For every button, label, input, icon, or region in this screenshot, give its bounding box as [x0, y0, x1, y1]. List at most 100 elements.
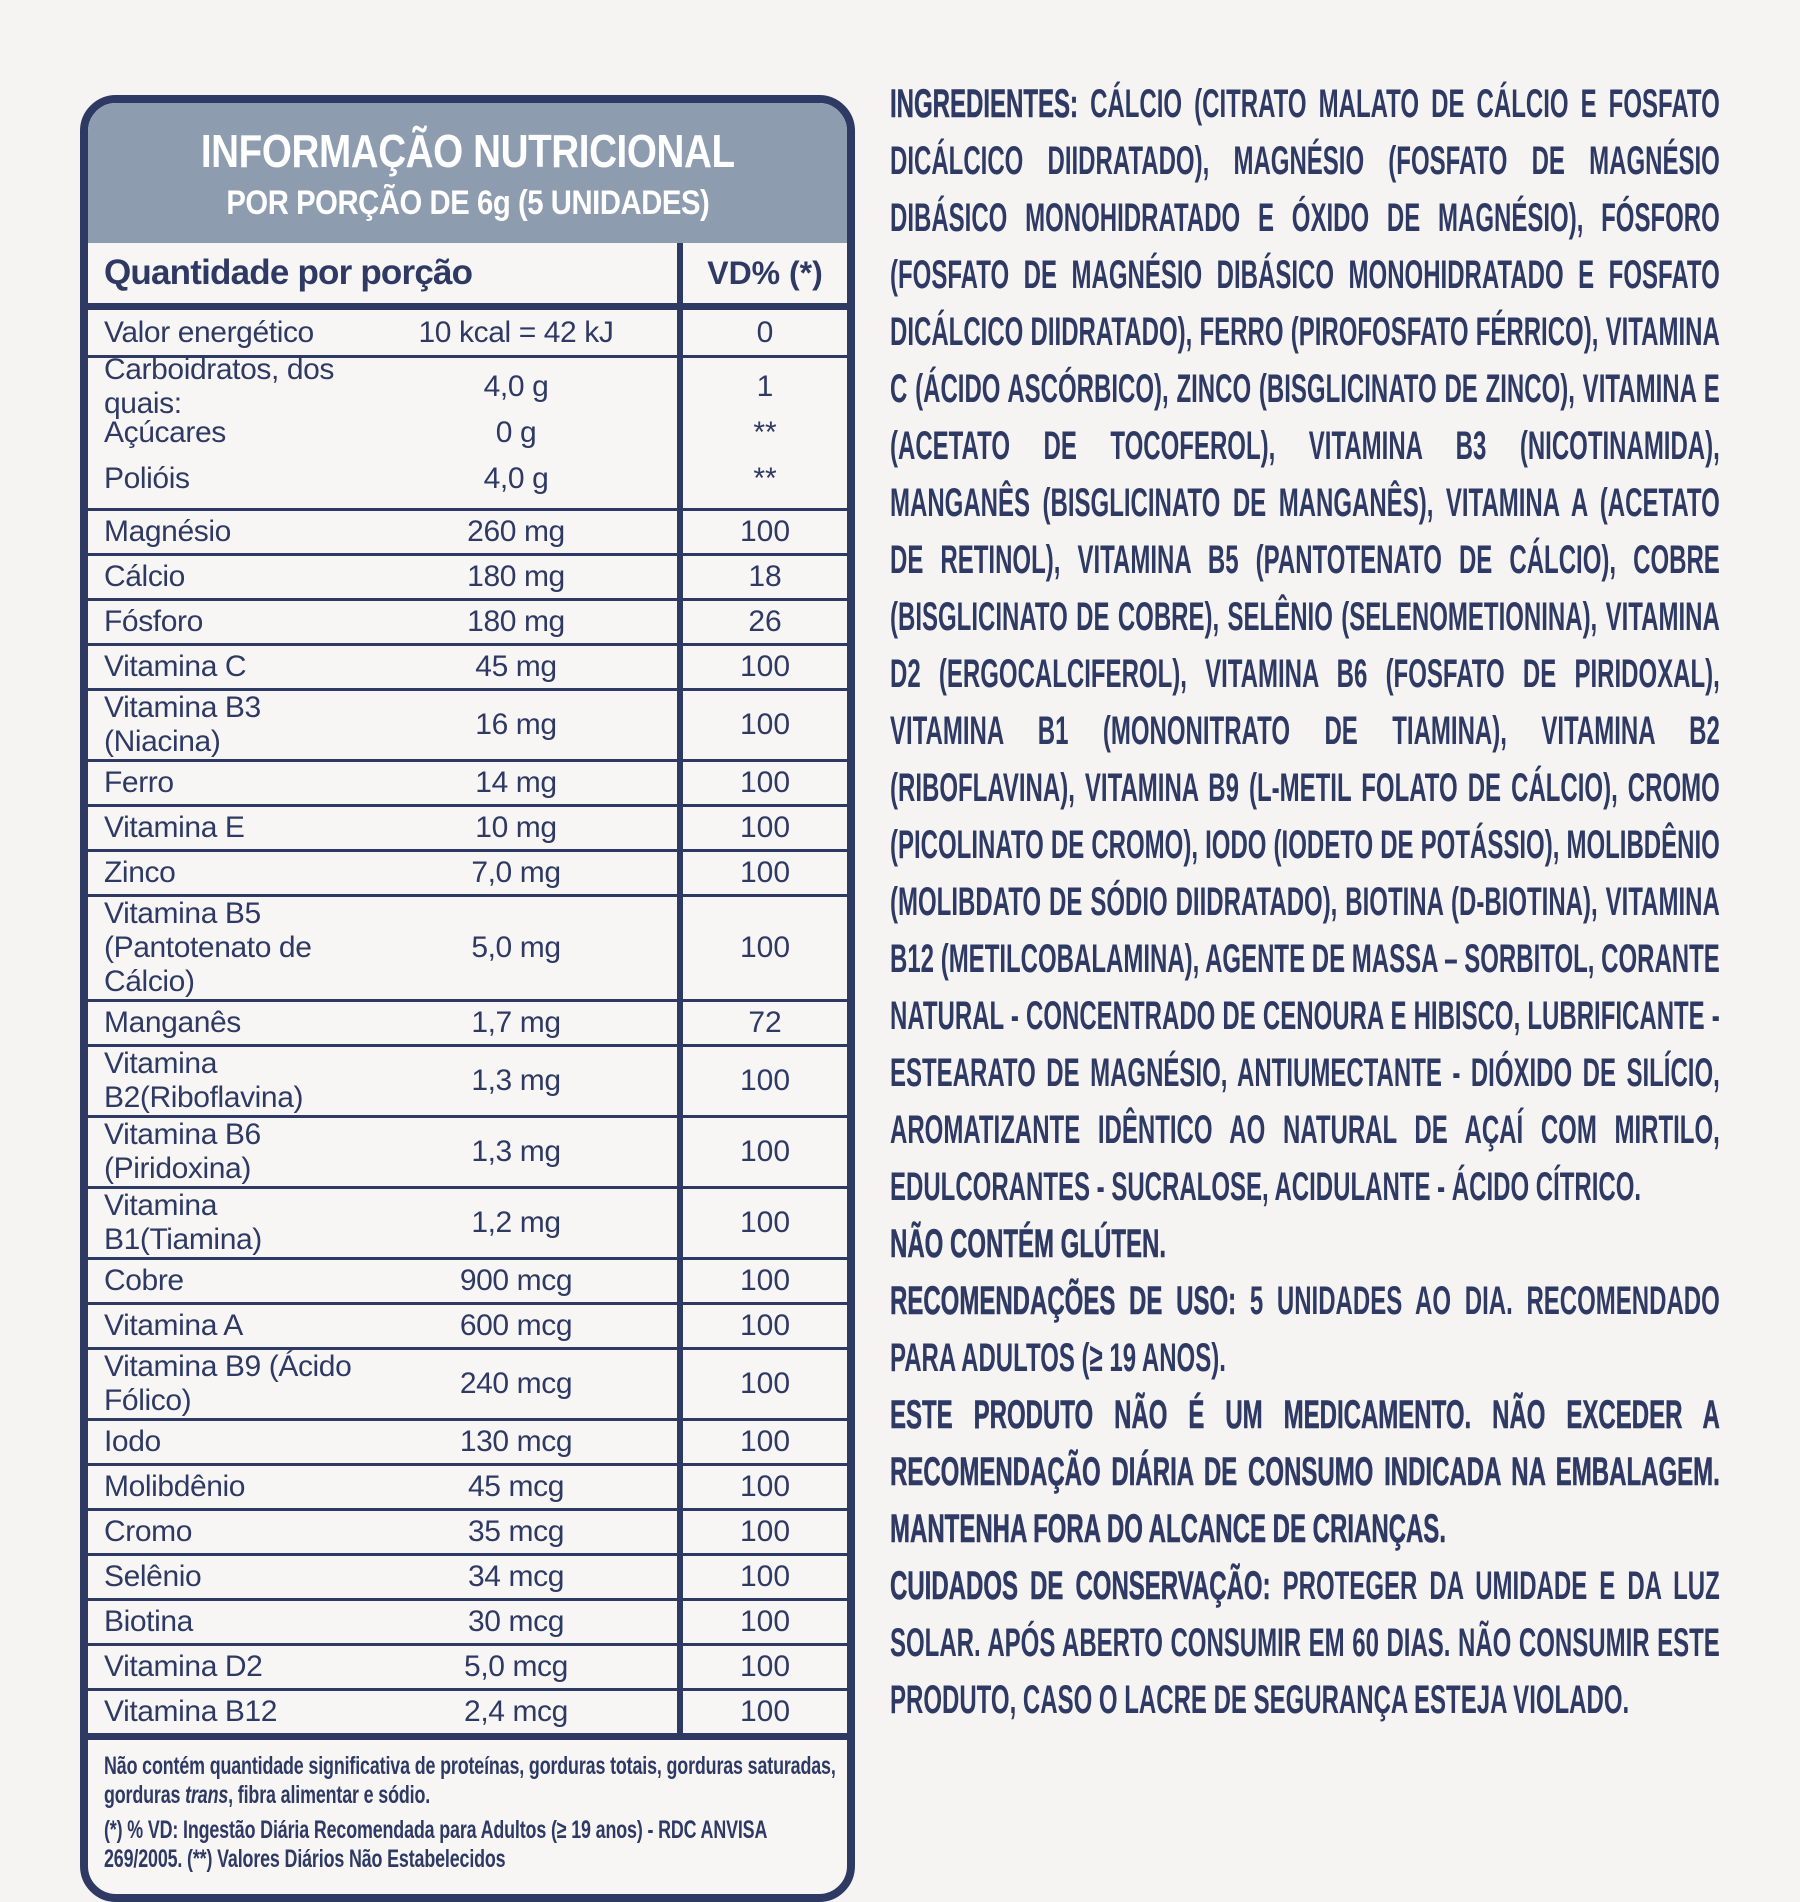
divider-footer — [88, 1733, 847, 1740]
ingredients-heading: INGREDIENTES: — [890, 82, 1079, 127]
nutrient-row: Fósforo 180 mg 26 — [88, 598, 847, 643]
nutrient-row: Vitamina B5 (Pantotenato de Cálcio) 5,0 … — [88, 894, 847, 999]
nutrient-label: Cobre — [104, 1264, 184, 1297]
nutrient-row: Biotina 30 mcg 100 — [88, 1598, 847, 1643]
nutrient-amount: 10 kcal = 42 kJ — [418, 315, 614, 349]
nutrient-label: Vitamina B3 (Niacina) — [104, 691, 261, 758]
nutrient-amount: 5,0 mcg — [464, 1650, 568, 1683]
nutrient-label: Polióis — [104, 462, 190, 495]
nutrient-vd: 72 — [677, 1002, 847, 1044]
storage-care-paragraph: CUIDADOS DE CONSERVAÇÃO: PROTEGER DA UMI… — [890, 1564, 1720, 1722]
nutrient-vd: 100 — [677, 1118, 847, 1186]
nutrient-label: Fósforo — [104, 605, 203, 638]
nutrient-row: Selênio 34 mcg 100 — [88, 1553, 847, 1598]
nutrient-amount: 900 mcg — [459, 1264, 573, 1297]
nutrient-vd: 100 — [677, 1601, 847, 1643]
nutrient-label: Carboidratos, dos quais: — [104, 353, 334, 420]
ingredients-paragraph: INGREDIENTES: CÁLCIO (CITRATO MALATO DE … — [890, 82, 1720, 1209]
nutrient-vd: 100 — [677, 1421, 847, 1463]
nutrient-row: Ferro 14 mg 100 — [88, 759, 847, 804]
nutrient-amount: 45 mg — [475, 650, 557, 683]
nutrient-label: Vitamina A — [104, 1309, 243, 1342]
nutrient-row: Vitamina B3 (Niacina) 16 mg 100 — [88, 688, 847, 759]
nutrient-row: Vitamina E 10 mg 100 — [88, 804, 847, 849]
nutrient-label: Zinco — [104, 856, 176, 889]
footnote-vd-reference: (*) % VD: Ingestão Diária Recomendada pa… — [104, 1816, 767, 1873]
nutrient-row: Cromo 35 mcg 100 — [88, 1508, 847, 1553]
nutrient-amount: 1,3 mg — [471, 1064, 561, 1097]
nutrient-amount: 16 mg — [475, 708, 557, 741]
nutrient-vd: 18 — [677, 556, 847, 598]
nutrient-label: Vitamina B12 — [104, 1695, 278, 1728]
nutrient-vd: ** — [753, 416, 777, 449]
nutrient-label: Valor energético — [104, 315, 314, 349]
nutrient-row: Vitamina B9 (Ácido Fólico) 240 mcg 100 — [88, 1347, 847, 1418]
footnote-significant-amounts: Não contém quantidade significativa de p… — [104, 1752, 836, 1809]
nutrient-label: Ferro — [104, 766, 174, 799]
nutrient-label: Vitamina B5 (Pantotenato de Cálcio) — [104, 897, 312, 998]
nutrient-amount: 4,0 g — [483, 370, 549, 403]
nutrient-row: Molibdênio 45 mcg 100 — [88, 1463, 847, 1508]
nutrient-row: Cobre 900 mcg 100 — [88, 1257, 847, 1302]
nutrient-amount: 260 mg — [467, 515, 565, 548]
nutrient-amount: 180 mg — [467, 560, 565, 593]
nutrient-amount: 0 g — [495, 416, 537, 449]
nutrient-vd: 100 — [677, 1189, 847, 1257]
storage-heading: CUIDADOS DE CONSERVAÇÃO: — [890, 1564, 1271, 1609]
nutrient-amount: 1,7 mg — [471, 1006, 561, 1039]
nutrient-vd: 100 — [677, 1511, 847, 1553]
nutrient-label: Biotina — [104, 1605, 193, 1638]
nutrient-vd: 100 — [677, 1556, 847, 1598]
nutrient-row: Cálcio 180 mg 18 — [88, 553, 847, 598]
nutrient-vd: 100 — [677, 1047, 847, 1115]
nutrient-row: Vitamina B12 2,4 mcg 100 — [88, 1688, 847, 1733]
nutrient-vd: 100 — [677, 1466, 847, 1508]
serving-subtitle: POR PORÇÃO DE 6g (5 UNIDADES) — [225, 183, 710, 222]
nutrient-label: Vitamina D2 — [104, 1650, 263, 1683]
nutrient-label: Manganês — [104, 1006, 241, 1039]
nutrient-row: Vitamina B6 (Piridoxina) 1,3 mg 100 — [88, 1115, 847, 1186]
nutrient-label: Vitamina B2(Riboflavina) — [104, 1047, 304, 1114]
nutrition-table: INFORMAÇÃO NUTRICIONAL POR PORÇÃO DE 6g … — [80, 95, 855, 1902]
nutrient-row: Magnésio 260 mg 100 — [88, 508, 847, 553]
nutrient-vd: 100 — [677, 1646, 847, 1688]
nutrient-row: Vitamina D2 5,0 mcg 100 — [88, 1643, 847, 1688]
carb-line: Açúcares 0 g — [104, 410, 677, 456]
nutrient-row: Manganês 1,7 mg 72 — [88, 999, 847, 1044]
nutrient-vd: 100 — [677, 1350, 847, 1418]
usage-heading: RECOMENDAÇÕES DE USO: — [890, 1279, 1237, 1324]
table-footnotes: Não contém quantidade significativa de p… — [88, 1740, 847, 1894]
nutrient-vd: 100 — [677, 807, 847, 849]
nutrient-vd: 100 — [677, 1691, 847, 1733]
nutrient-amount: 14 mg — [475, 766, 557, 799]
nutrient-row: Vitamina B1(Tiamina) 1,2 mg 100 — [88, 1186, 847, 1257]
nutrient-vd: 100 — [677, 852, 847, 894]
nutrient-amount: 600 mcg — [459, 1309, 573, 1342]
nutrient-amount: 1,3 mg — [471, 1135, 561, 1168]
nutrient-amount: 10 mg — [475, 811, 557, 844]
nutrient-amount: 34 mcg — [468, 1560, 564, 1593]
nutrient-amount: 240 mcg — [459, 1367, 573, 1400]
nutrient-row: Vitamina B2(Riboflavina) 1,3 mg 100 — [88, 1044, 847, 1115]
nutrient-vd: 100 — [677, 762, 847, 804]
column-header-quantity: Quantidade por porção — [104, 253, 473, 292]
nutrient-label: Açúcares — [104, 416, 226, 449]
nutrient-vd: 1 — [756, 370, 774, 403]
nutrient-row: Vitamina A 600 mcg 100 — [88, 1302, 847, 1347]
nutrient-label: Vitamina C — [104, 650, 247, 683]
nutrient-amount: 4,0 g — [483, 462, 549, 495]
nutrient-label: Vitamina B1(Tiamina) — [104, 1189, 262, 1256]
nutrient-vd: 26 — [677, 601, 847, 643]
nutrient-row: Vitamina C 45 mg 100 — [88, 643, 847, 688]
nutrient-vd: 100 — [677, 646, 847, 688]
carbohydrate-group-row: Carboidratos, dos quais: 4,0 g Açúcares … — [88, 353, 847, 508]
nutrient-amount: 2,4 mcg — [464, 1695, 568, 1728]
nutrient-vd: 0 — [677, 310, 847, 355]
usage-recommendations-paragraph: RECOMENDAÇÕES DE USO: 5 UNIDADES AO DIA.… — [890, 1279, 1720, 1380]
nutrient-row: Zinco 7,0 mg 100 — [88, 849, 847, 894]
nutrient-amount: 35 mcg — [468, 1515, 564, 1548]
table-title: INFORMAÇÃO NUTRICIONAL — [200, 124, 735, 177]
nutrient-amount: 180 mg — [467, 605, 565, 638]
nutrient-label: Vitamina B6 (Piridoxina) — [104, 1118, 261, 1185]
not-a-medicine-warning: ESTE PRODUTO NÃO É UM MEDICAMENTO. NÃO E… — [890, 1393, 1720, 1552]
